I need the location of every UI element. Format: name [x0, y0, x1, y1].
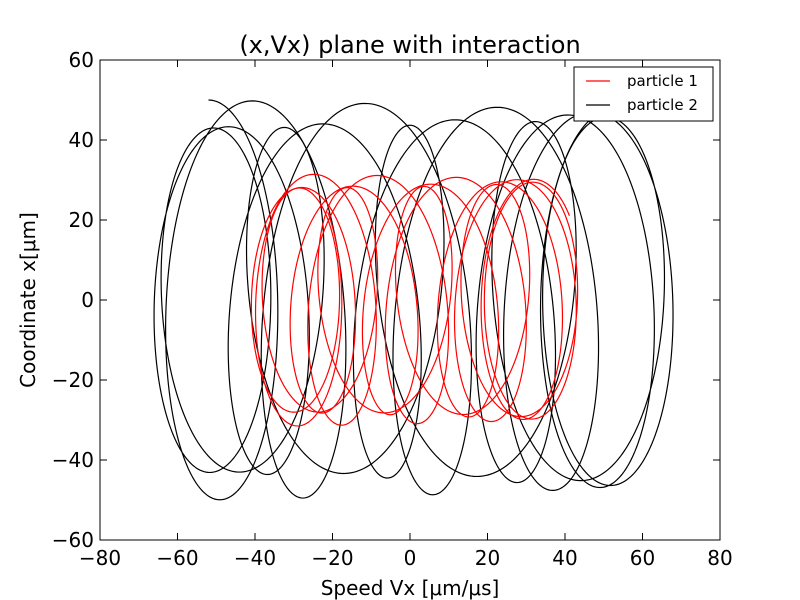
x-tick-label: −60 [156, 546, 198, 570]
y-tick-label: 20 [69, 208, 94, 232]
y-tick-label: −60 [52, 528, 94, 552]
series-line-particle-2 [153, 99, 674, 501]
x-tick-label: 40 [552, 546, 577, 570]
series-line-particle-1 [250, 173, 579, 427]
legend: particle 1 particle 2 [573, 66, 714, 122]
x-tick-label: 60 [630, 546, 655, 570]
chart-title: (x,Vx) plane with interaction [239, 31, 580, 59]
legend-label-particle-1: particle 1 [627, 72, 698, 90]
y-tick-label: 60 [69, 48, 94, 72]
x-axis-label: Speed Vx [μm/μs] [321, 576, 500, 600]
series-layer [153, 99, 674, 501]
legend-label-particle-2: particle 2 [627, 96, 698, 114]
y-tick-label: 0 [81, 288, 94, 312]
y-tick-label: 40 [69, 128, 94, 152]
x-tick-label: −40 [234, 546, 276, 570]
x-tick-label: 0 [404, 546, 417, 570]
y-tick-label: −40 [52, 448, 94, 472]
y-tick-label: −20 [52, 368, 94, 392]
legend-box [573, 66, 714, 122]
x-tick-label: −20 [311, 546, 353, 570]
x-tick-label: −80 [79, 546, 121, 570]
x-tick-label: 20 [475, 546, 500, 570]
x-axis-ticks: −80 −60 −40 −20 0 20 40 60 80 [79, 60, 733, 570]
y-axis-label: Coordinate x[μm] [16, 212, 40, 388]
x-tick-label: 80 [707, 546, 732, 570]
y-axis-ticks: −60 −40 −20 0 20 40 60 [52, 48, 720, 552]
